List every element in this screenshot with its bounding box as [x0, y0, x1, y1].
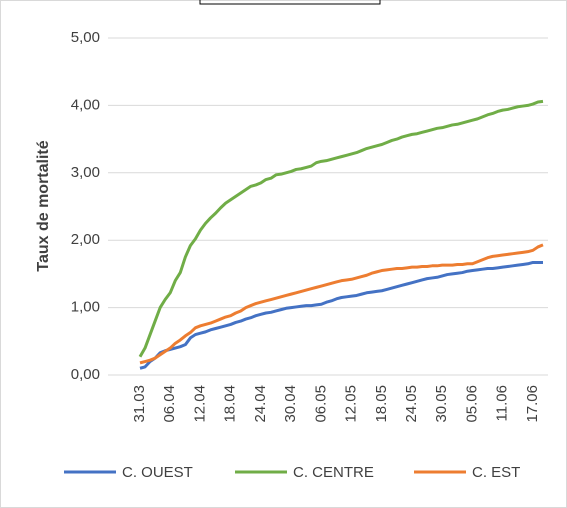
cropped-title-box — [199, 0, 381, 5]
x-tick-label: 06.05 — [312, 385, 329, 423]
x-tick-label: 30.04 — [282, 385, 299, 423]
x-tick-label: 24.05 — [403, 385, 420, 423]
x-tick-label: 30.05 — [433, 385, 450, 423]
series-line — [139, 260, 543, 370]
legend-label: C. EST — [472, 464, 520, 481]
y-tick-label: 4,00 — [71, 96, 100, 113]
legend-label: C. CENTRE — [293, 464, 374, 481]
x-tick-label: 31.03 — [131, 385, 148, 423]
x-tick-label: 24.04 — [252, 385, 269, 423]
x-tick-label: 17.06 — [524, 385, 541, 423]
x-tick-label: 05.06 — [463, 385, 480, 423]
x-tick-label: 18.04 — [222, 385, 239, 423]
y-tick-label: 5,00 — [71, 29, 100, 46]
legend-label: C. OUEST — [122, 464, 193, 481]
y-tick-label: 2,00 — [71, 231, 100, 248]
x-tick-label: 11.06 — [494, 385, 511, 421]
series-line — [138, 99, 544, 358]
y-tick-label: 0,00 — [71, 366, 100, 383]
y-tick-label: 1,00 — [71, 299, 100, 316]
y-tick-label: 3,00 — [71, 164, 100, 181]
y-axis-title: Taux de mortalité — [35, 140, 52, 271]
x-tick-label: 18.05 — [373, 385, 390, 423]
x-tick-label: 12.04 — [191, 385, 208, 423]
x-tick-label: 12.05 — [343, 385, 360, 423]
series-line — [139, 243, 544, 365]
x-tick-label: 06.04 — [161, 385, 178, 423]
